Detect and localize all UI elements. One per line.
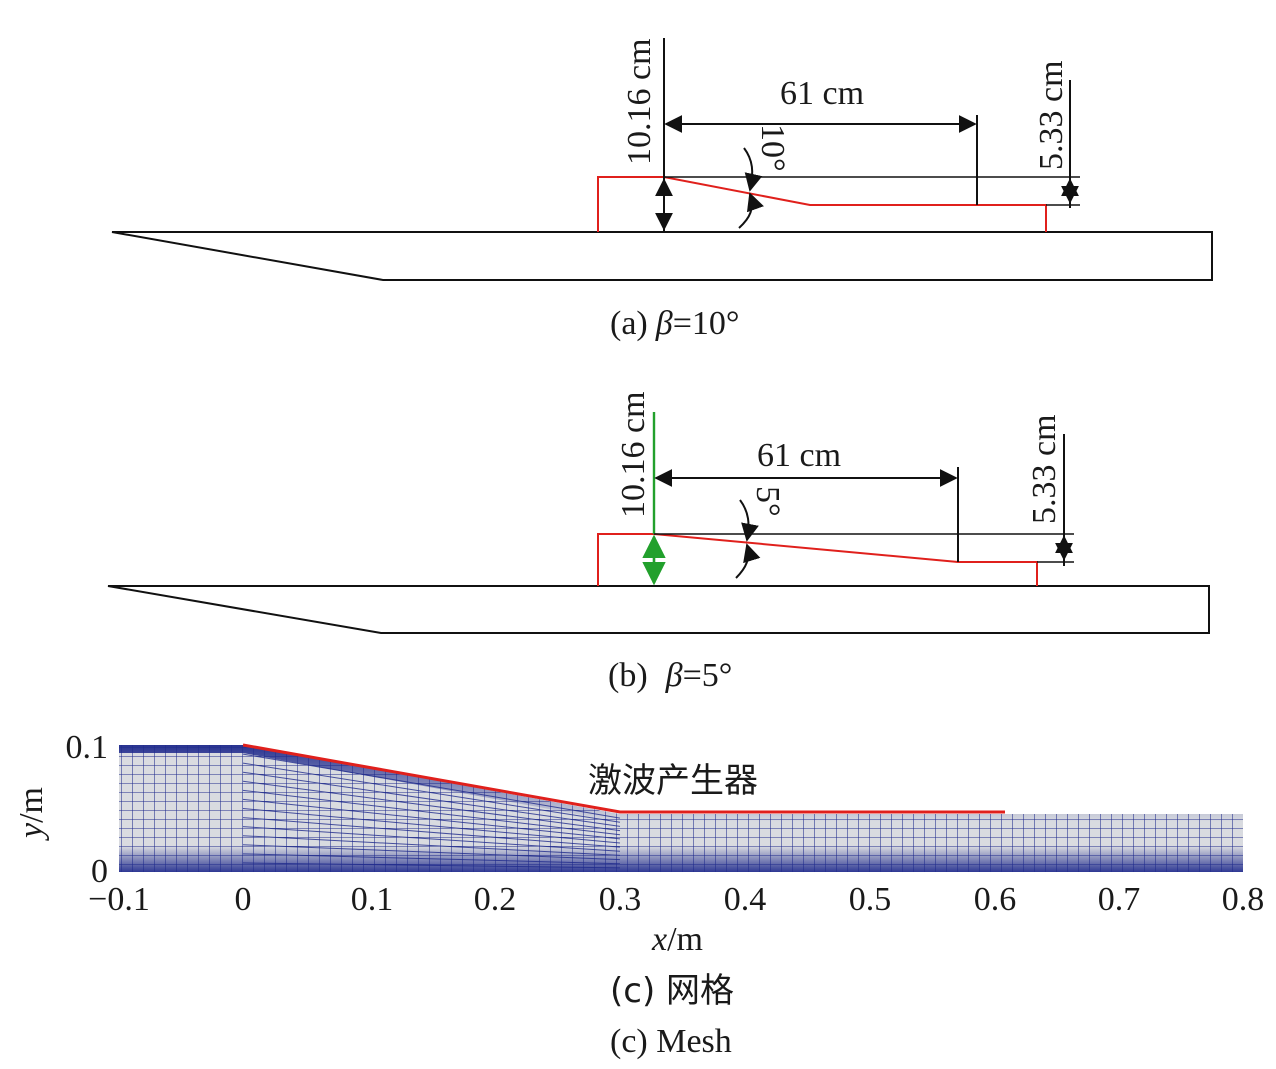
flat-plate-a (111, 231, 1213, 281)
y-tick-label: 0.1 (66, 729, 109, 766)
shock-generator-a (597, 176, 1047, 232)
flat-plate-b (107, 585, 1210, 634)
length-label-a: 61 cm (780, 75, 864, 112)
y-tick-label: 0 (91, 853, 108, 890)
x-tick-label: 0.8 (1222, 881, 1265, 918)
length-label-b: 61 cm (757, 437, 841, 474)
caption-c-en: (c) Mesh (610, 1023, 732, 1060)
x-tick-label: 0.1 (351, 881, 394, 918)
height-label-a: 10.16 cm (621, 38, 658, 165)
caption-a: (a) β=10° (610, 305, 739, 342)
x-tick-label: 0 (235, 881, 252, 918)
panel-a: 10.16 cm 61 cm 10° 5.33 cm (a) β=10° (111, 38, 1213, 342)
mesh-generator-surface (242, 743, 1005, 814)
x-axis-label: x/m (651, 921, 703, 958)
height-label-b: 10.16 cm (615, 391, 652, 518)
x-tick-label: 0.4 (724, 881, 767, 918)
y-axis-label: y/m (13, 787, 50, 841)
x-tick-label: 0.5 (849, 881, 892, 918)
x-tick-label: 0.2 (474, 881, 517, 918)
x-tick-label: 0.7 (1098, 881, 1141, 918)
exit-label-b: 5.33 cm (1026, 414, 1063, 524)
caption-c-cn: (c) 网格 (610, 971, 734, 1011)
angle-label-b: 5° (749, 486, 786, 517)
x-axis-ticks: −0.1 0 0.1 0.2 0.3 0.4 0.5 0.6 0.7 0.8 (88, 881, 1264, 918)
panel-c: 激波产生器 −0.1 0 0.1 0.2 0.3 0.4 0.5 0.6 0.7 0.8 00.1… (13, 729, 1264, 1060)
x-tick-label: 0.3 (599, 881, 642, 918)
x-tick-label: 0.6 (974, 881, 1017, 918)
caption-b: (b) β=5° (608, 657, 732, 694)
angle-arc-a (743, 147, 763, 192)
x-tick-label: −0.1 (88, 881, 150, 918)
exit-label-a: 5.33 cm (1033, 60, 1070, 170)
panel-b: 10.16 cm 61 cm 5° 5.33 cm (b) β=5° (107, 391, 1210, 694)
shock-generator-b (597, 533, 1038, 586)
angle-arc-b (739, 499, 759, 542)
y-axis-ticks: 00.1 (66, 729, 109, 890)
angle-label-a: 10° (754, 124, 791, 172)
generator-annotation: 激波产生器 (588, 761, 758, 801)
